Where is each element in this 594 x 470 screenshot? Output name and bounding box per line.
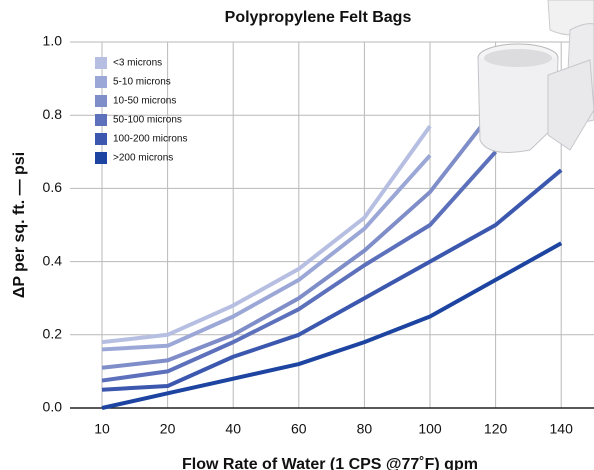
legend-swatch: [95, 114, 107, 126]
chart-title: Polypropylene Felt Bags: [225, 9, 412, 26]
legend-swatch: [95, 76, 107, 88]
x-tick-label: 10: [94, 421, 110, 437]
y-tick-label: 1.0: [43, 33, 63, 49]
x-tick-label: 60: [291, 421, 307, 437]
legend-label: >200 microns: [113, 153, 173, 164]
x-tick-label: 140: [550, 421, 574, 437]
legend-swatch: [95, 152, 107, 164]
x-tick-label: 120: [484, 421, 508, 437]
x-tick-label: 40: [225, 421, 241, 437]
chart: Polypropylene Felt Bags Flow Rate of Wat…: [0, 0, 594, 470]
legend: <3 microns 5-10 microns 10-50 microns 50-10…: [95, 57, 187, 164]
y-axis-label: ΔP per sq. ft. — psi: [11, 152, 28, 298]
legend-label: <3 microns: [113, 58, 162, 69]
legend-label: 100-200 microns: [113, 134, 187, 145]
y-tick-label: 0.4: [43, 252, 63, 268]
x-axis-label: Flow Rate of Water (1 CPS @77˚F) gpm: [182, 456, 478, 470]
x-tick-label: 80: [357, 421, 373, 437]
legend-label: 50-100 microns: [113, 115, 182, 126]
legend-swatch: [95, 57, 107, 69]
legend-label: 5-10 microns: [113, 77, 171, 88]
y-tick-label: 0.8: [43, 106, 63, 122]
y-tick-label: 0.0: [43, 399, 63, 415]
y-tick-label: 0.6: [43, 179, 63, 195]
legend-swatch: [95, 95, 107, 107]
x-tick-label: 20: [160, 421, 176, 437]
product-photo: [478, 0, 594, 152]
legend-label: 10-50 microns: [113, 96, 176, 107]
legend-swatch: [95, 133, 107, 145]
y-tick-label: 0.2: [43, 326, 63, 342]
x-tick-label: 100: [418, 421, 442, 437]
series-line: [102, 155, 430, 349]
